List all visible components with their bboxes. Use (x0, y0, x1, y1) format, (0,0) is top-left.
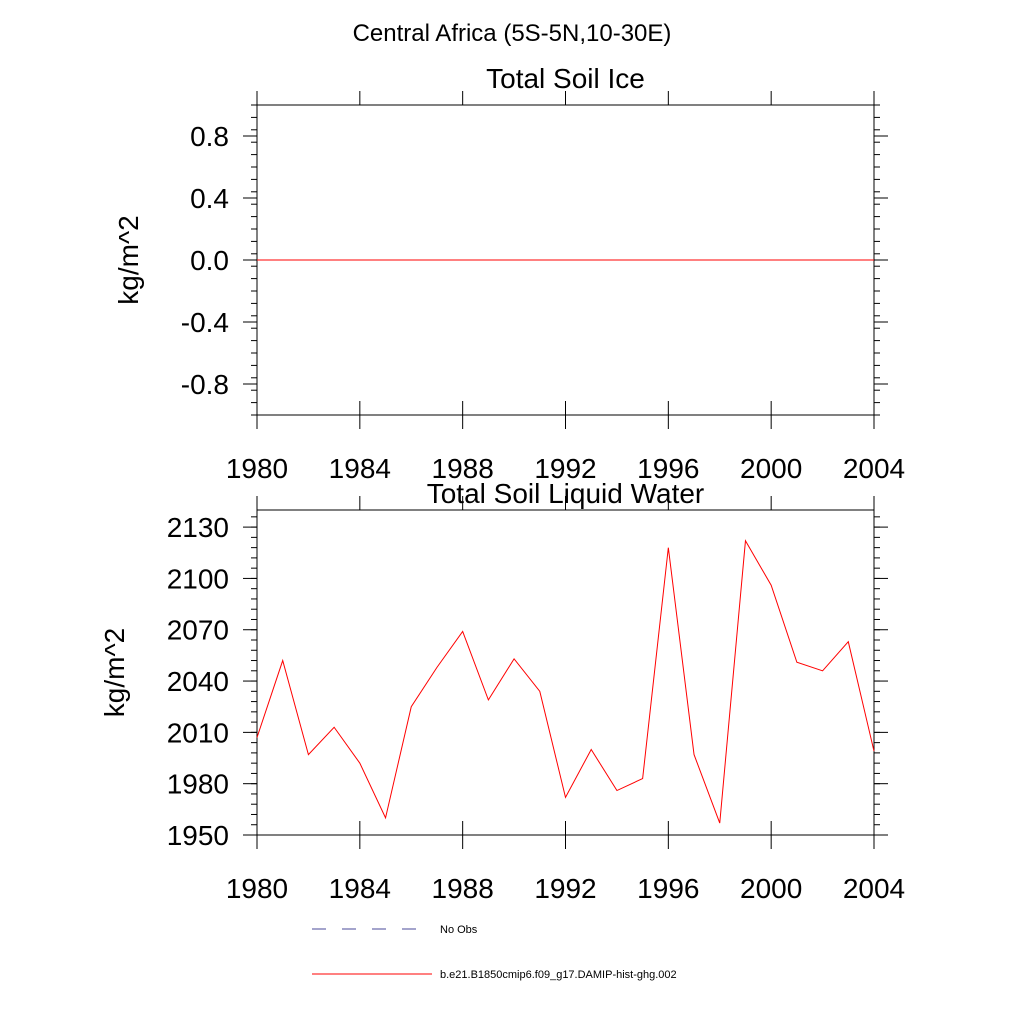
x-tick-label: 1980 (226, 453, 288, 484)
x-tick-label: 1980 (226, 873, 288, 904)
x-tick-label: 2000 (740, 453, 802, 484)
y-tick-label: -0.4 (181, 307, 229, 338)
y-tick-label: 0.4 (190, 183, 229, 214)
panel-total-soil-ice: Total Soil Ice 1980 1984 1988 1992 1996 2000 20… (113, 63, 905, 484)
series-line (256, 539, 875, 824)
panel-title: Total Soil Ice (486, 63, 645, 94)
x-tick-label: 2004 (843, 873, 905, 904)
y-tick-label: 2070 (167, 615, 229, 646)
y-tick-label: 0.8 (190, 121, 229, 152)
x-tick-label: 1992 (534, 453, 596, 484)
y-tick-label: 2130 (167, 512, 229, 543)
y-tick-label: 1950 (167, 820, 229, 851)
x-tick-label: 2000 (740, 873, 802, 904)
y-tick-label: 2010 (167, 717, 229, 748)
legend: No Obs b.e21.B1850cmip6.f09_g17.DAMIP-his… (312, 924, 677, 981)
x-tick-label: 1984 (329, 453, 391, 484)
plot-frame (256, 509, 875, 836)
x-tick-label: 1988 (432, 873, 494, 904)
y-tick-label: 1980 (167, 769, 229, 800)
x-tick-label: 1984 (329, 873, 391, 904)
figure-main-title: Central Africa (5S-5N,10-30E) (353, 20, 672, 47)
y-axis-label: kg/m^2 (113, 215, 144, 304)
x-tick-label: 1996 (637, 453, 699, 484)
x-tick-label: 1992 (534, 873, 596, 904)
y-tick-label: -0.8 (181, 369, 229, 400)
y-axis-label: kg/m^2 (99, 628, 130, 717)
x-tick-label: 1996 (637, 873, 699, 904)
y-tick-label: 2100 (167, 563, 229, 594)
x-tick-label: 1988 (432, 453, 494, 484)
y-tick-label: 2040 (167, 666, 229, 697)
x-tick-label: 2004 (843, 453, 905, 484)
legend-label: No Obs (440, 924, 478, 936)
y-tick-label: 0.0 (190, 245, 229, 276)
legend-label: b.e21.B1850cmip6.f09_g17.DAMIP-hist-ghg.… (440, 969, 677, 981)
